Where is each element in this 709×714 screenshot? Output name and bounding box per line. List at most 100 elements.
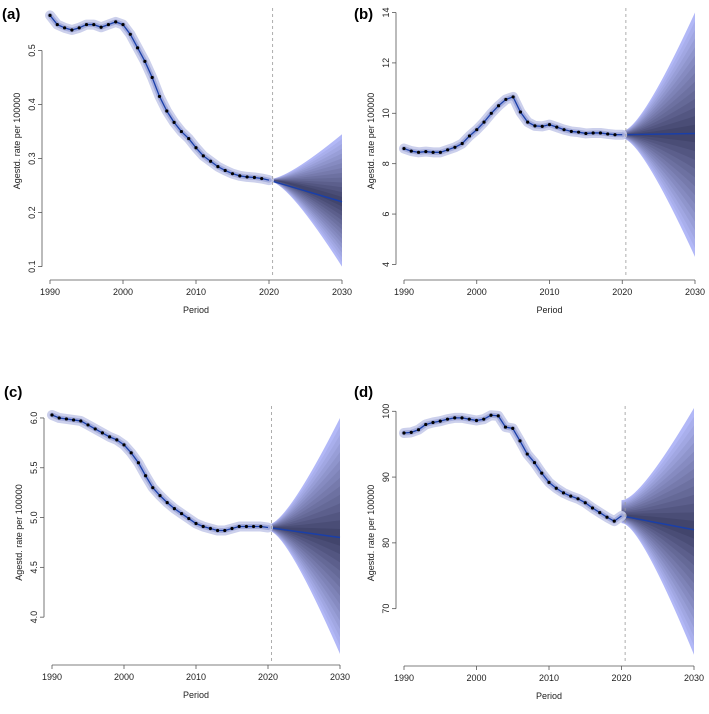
x-tick-label: 2000 xyxy=(114,672,134,682)
y-tick-label: 0.3 xyxy=(27,152,37,165)
data-point xyxy=(554,486,558,490)
data-point xyxy=(143,59,147,63)
data-point xyxy=(150,75,154,80)
x-axis-title: Period xyxy=(183,690,209,700)
panel-d: (d) 70 80 90 100 1990 2000 2010 2020 2030 Period A… xyxy=(354,384,704,701)
data-point xyxy=(223,528,227,533)
x-tick-label: 1990 xyxy=(394,673,414,683)
x-tick-label: 1990 xyxy=(42,672,62,682)
data-point xyxy=(612,519,616,523)
data-point xyxy=(93,427,97,431)
data-point xyxy=(561,491,566,495)
data-point xyxy=(48,13,52,18)
x-tick-label: 2030 xyxy=(332,287,352,297)
data-point xyxy=(591,131,595,135)
data-point xyxy=(230,526,234,531)
data-point xyxy=(165,501,169,505)
data-point xyxy=(121,22,125,27)
data-point xyxy=(194,521,198,526)
y-axis-title: Agestd. rate per 100000 xyxy=(366,93,376,190)
data-point xyxy=(416,150,421,154)
x-tick-label: 2020 xyxy=(612,287,632,297)
y-tick-label: 90 xyxy=(381,472,391,482)
data-point xyxy=(518,110,523,114)
data-point xyxy=(460,416,464,420)
data-point xyxy=(504,97,508,102)
data-point xyxy=(475,128,479,132)
data-point xyxy=(482,417,486,421)
data-point xyxy=(525,452,529,456)
data-point xyxy=(260,176,264,181)
data-point xyxy=(180,511,184,516)
data-point xyxy=(540,124,544,128)
data-point xyxy=(245,175,249,179)
data-point xyxy=(540,471,544,475)
forecast-mean-line xyxy=(622,132,696,136)
y-tick-label: 6.0 xyxy=(29,412,39,425)
data-point xyxy=(496,414,500,418)
data-point xyxy=(92,22,96,27)
data-point xyxy=(50,413,54,417)
observed-halo xyxy=(47,409,273,536)
x-tick-label: 2000 xyxy=(466,673,486,683)
x-tick-label: 1990 xyxy=(40,287,60,297)
x-tick-label: 2020 xyxy=(611,673,631,683)
x-tick-label: 2000 xyxy=(467,287,487,297)
data-point xyxy=(114,20,118,24)
data-point xyxy=(179,129,183,134)
data-point xyxy=(172,506,176,511)
y-axis-title: Agestd. rate per 100000 xyxy=(366,485,376,582)
data-point xyxy=(136,461,140,465)
y-tick-label: 4 xyxy=(381,262,391,267)
data-point xyxy=(252,524,256,529)
data-point xyxy=(431,150,435,154)
data-point xyxy=(244,524,248,529)
data-point xyxy=(208,526,212,531)
data-point xyxy=(474,418,479,423)
data-point xyxy=(526,120,530,124)
panel-b: (b) 4 6 8 10 12 14 1990 2000 2010 2020 2030 Period A… xyxy=(354,6,705,315)
data-point xyxy=(503,425,508,429)
x-tick-label: 1990 xyxy=(394,287,414,297)
data-point xyxy=(129,451,133,455)
data-point xyxy=(445,417,450,421)
data-point xyxy=(453,145,457,149)
forecast-mean-line xyxy=(268,179,343,203)
panel-label: (c) xyxy=(4,384,22,401)
data-point xyxy=(424,149,428,154)
data-point xyxy=(128,32,132,36)
y-tick-label: 6 xyxy=(381,212,391,217)
data-point xyxy=(151,486,155,490)
data-point xyxy=(99,25,103,29)
forecast-band xyxy=(269,180,342,207)
x-tick-label: 2010 xyxy=(186,672,206,682)
data-point xyxy=(63,26,67,30)
data-point xyxy=(511,426,515,430)
data-point xyxy=(489,413,493,417)
data-point xyxy=(237,524,241,529)
y-tick-label: 0.1 xyxy=(27,260,37,273)
data-point xyxy=(157,94,162,99)
data-point xyxy=(576,497,580,501)
data-point xyxy=(584,131,588,136)
x-tick-label: 2010 xyxy=(539,673,559,683)
data-point xyxy=(467,134,472,138)
data-point xyxy=(605,515,609,519)
data-point xyxy=(55,22,59,27)
x-tick-label: 2000 xyxy=(113,287,133,297)
data-point xyxy=(533,124,537,128)
data-point xyxy=(402,431,406,435)
data-point xyxy=(606,132,610,136)
x-axis-title: Period xyxy=(183,305,209,315)
panel-c: (c) 4.0 4.5 5.0 5.5 6.0 1990 2000 2010 2020 2030 P… xyxy=(4,384,350,700)
data-point xyxy=(583,501,587,505)
data-point xyxy=(424,422,428,427)
data-point xyxy=(187,516,191,521)
y-tick-label: 8 xyxy=(381,161,391,166)
data-point xyxy=(438,150,442,154)
data-point xyxy=(555,125,559,129)
data-point xyxy=(108,435,112,439)
y-tick-label: 4.5 xyxy=(29,561,39,574)
data-point xyxy=(158,494,162,498)
